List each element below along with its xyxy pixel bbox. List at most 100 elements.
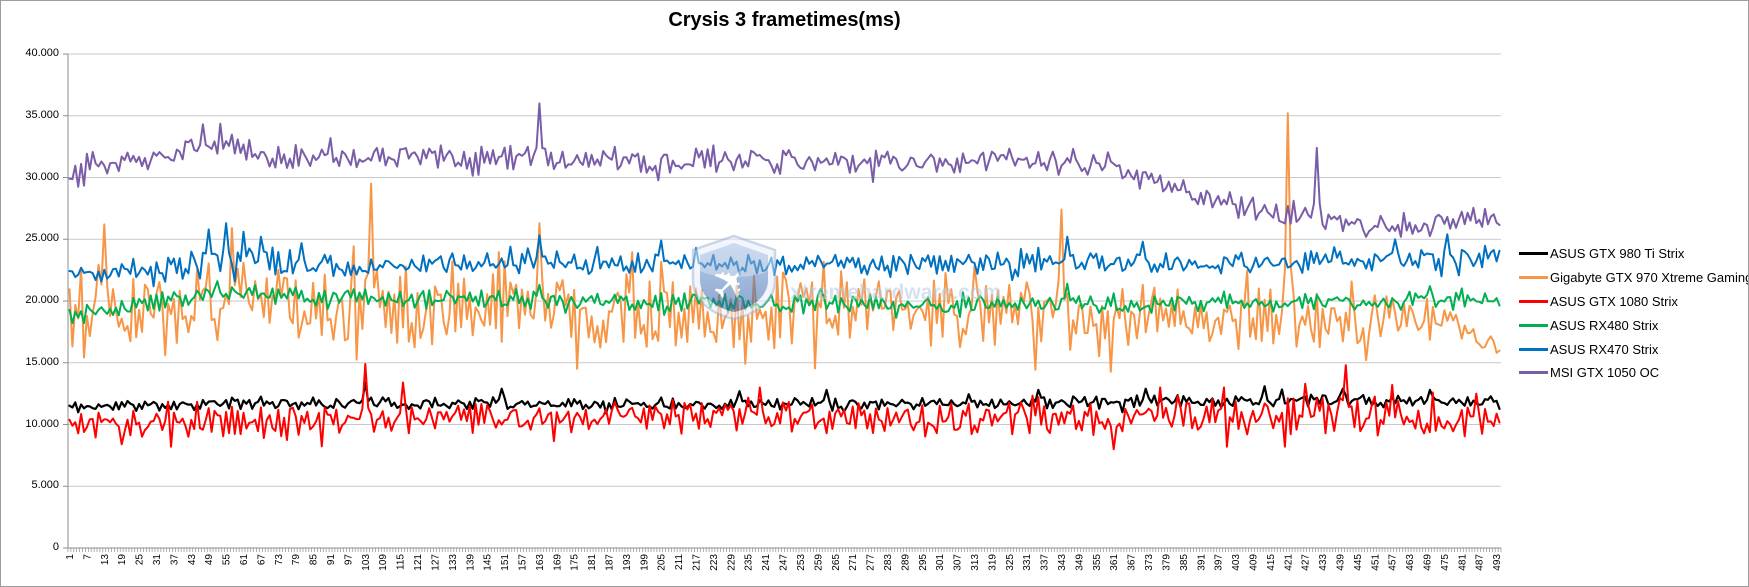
x-axis-tick-label: 67: [256, 554, 267, 566]
y-axis-tick-label: 30.000: [25, 170, 59, 183]
x-axis-tick-label: 391: [1196, 554, 1207, 571]
legend-label: ASUS RX470 Strix: [1550, 341, 1659, 357]
x-axis-tick-label: 355: [1092, 554, 1103, 571]
x-axis-tick-label: 343: [1057, 554, 1068, 571]
x-axis-tick-label: 307: [953, 554, 964, 571]
x-axis-tick-label: 25: [135, 554, 146, 566]
chart-title: Crysis 3 frametimes(ms): [668, 9, 901, 31]
y-axis-tick-label: 40.000: [25, 47, 59, 59]
x-axis-tick-label: 283: [883, 554, 894, 571]
x-axis-tick-label: 301: [935, 554, 946, 571]
series-line-rx470: [68, 222, 1501, 288]
x-axis-tick-label: 439: [1336, 554, 1347, 571]
legend-line-swatch: [1519, 276, 1548, 280]
legend-item: ASUS GTX 980 Ti Strix: [1519, 242, 1748, 266]
series-line-rx480: [68, 280, 1501, 325]
legend-item: ASUS RX470 Strix: [1519, 337, 1748, 361]
x-axis-tick-label: 19: [117, 554, 128, 566]
x-axis-tick-label: 397: [1214, 554, 1225, 571]
legend-line-swatch: [1519, 371, 1548, 375]
x-axis-tick-label: 241: [761, 554, 772, 571]
x-axis-tick-label: 133: [448, 554, 459, 571]
x-axis-tick-label: 295: [918, 554, 929, 571]
y-axis-tick-label: 10.000: [25, 417, 59, 430]
legend-label: ASUS RX480 Strix: [1550, 317, 1659, 333]
legend-item: ASUS GTX 1080 Strix: [1519, 290, 1748, 314]
x-axis-tick-label: 217: [692, 554, 703, 571]
x-axis-tick-label: 1: [65, 554, 76, 560]
x-axis-tick-label: 385: [1179, 554, 1190, 571]
x-axis-tick-label: 175: [570, 554, 581, 571]
x-axis-tick-label: 55: [222, 554, 233, 566]
legend-line-swatch: [1519, 299, 1548, 303]
x-axis-tick-label: 247: [779, 554, 790, 571]
x-axis-ticks: [67, 548, 1502, 552]
y-axis-tick-label: 5.000: [31, 479, 59, 492]
x-axis-tick-label: 331: [1022, 554, 1033, 571]
x-axis-tick-label: 73: [274, 554, 285, 566]
x-axis-tick-label: 487: [1475, 554, 1486, 571]
legend-line-swatch: [1519, 252, 1548, 256]
x-axis-tick-label: 157: [518, 554, 529, 571]
x-axis-tick-label: 259: [813, 554, 824, 571]
x-axis-tick-label: 427: [1301, 554, 1312, 571]
x-axis-tick-label: 223: [709, 554, 720, 571]
x-axis-tick-label: 229: [726, 554, 737, 571]
x-axis-tick-label: 103: [361, 554, 372, 571]
x-axis-tick-label: 205: [657, 554, 668, 571]
x-axis-tick-label: 457: [1388, 554, 1399, 571]
x-axis-tick-label: 451: [1370, 554, 1381, 571]
x-axis-tick-label: 97: [343, 554, 354, 566]
x-axis-tick-label: 361: [1109, 554, 1120, 571]
x-axis-tick-label: 337: [1040, 554, 1051, 571]
legend-label: ASUS GTX 1080 Strix: [1550, 293, 1678, 309]
x-axis-tick-label: 379: [1162, 554, 1173, 571]
x-axis-tick-label: 403: [1231, 554, 1242, 571]
x-axis-tick-label: 91: [326, 554, 337, 566]
x-axis-tick-label: 481: [1457, 554, 1468, 571]
x-axis-tick-label: 277: [866, 554, 877, 571]
x-axis-tick-label: 433: [1318, 554, 1329, 571]
x-axis-tick-label: 253: [796, 554, 807, 571]
y-axis-tick-label: 0: [52, 541, 59, 553]
x-axis-tick-label: 193: [622, 554, 633, 571]
x-axis-tick-label: 445: [1353, 554, 1364, 571]
x-axis-tick-label: 271: [848, 554, 859, 571]
x-axis-tick-label: 493: [1492, 554, 1503, 571]
y-axis-tick-label: 25.000: [25, 232, 59, 245]
x-axis-tick-label: 235: [744, 554, 755, 571]
x-axis-tick-label: 265: [831, 554, 842, 571]
x-axis-tick-label: 469: [1423, 554, 1434, 571]
y-axis-tick-label: 15.000: [25, 355, 59, 368]
x-axis-tick-label: 211: [674, 554, 685, 570]
x-axis-tick-label: 109: [378, 554, 389, 571]
legend-label: Gigabyte GTX 970 Xtreme Gaming: [1550, 270, 1749, 286]
x-axis-tick-label: 199: [639, 554, 650, 571]
legend-item: MSI GTX 1050 OC: [1519, 361, 1748, 385]
x-axis-tick-label: 145: [483, 554, 494, 571]
x-axis-tick-label: 349: [1074, 554, 1085, 571]
x-axis-tick-label: 463: [1405, 554, 1416, 571]
x-axis-tick-label: 409: [1249, 554, 1260, 571]
x-axis-tick-label: 325: [1005, 554, 1016, 571]
x-axis-tick-label: 421: [1283, 554, 1294, 571]
x-axis-tick-label: 49: [204, 554, 215, 566]
x-axis-tick-label: 415: [1266, 554, 1277, 571]
x-axis-tick-label: 187: [605, 554, 616, 571]
series-line-gtx1050: [68, 102, 1501, 238]
x-axis-tick-label: 115: [396, 554, 407, 570]
legend-line-swatch: [1519, 323, 1548, 327]
x-axis-tick-label: 151: [500, 554, 511, 571]
series-line-gtx970: [68, 112, 1501, 373]
x-axis-tick-label: 85: [309, 554, 320, 566]
x-axis-tick-label: 121: [413, 554, 424, 571]
x-axis-tick-label: 169: [552, 554, 563, 571]
x-axis-tick-label: 139: [465, 554, 476, 571]
legend-line-swatch: [1519, 347, 1548, 351]
x-axis-tick-label: 289: [900, 554, 911, 571]
x-axis-tick-label: 79: [291, 554, 302, 566]
y-axis-tick-label: 35.000: [25, 108, 59, 121]
x-axis-tick-label: 319: [987, 554, 998, 571]
